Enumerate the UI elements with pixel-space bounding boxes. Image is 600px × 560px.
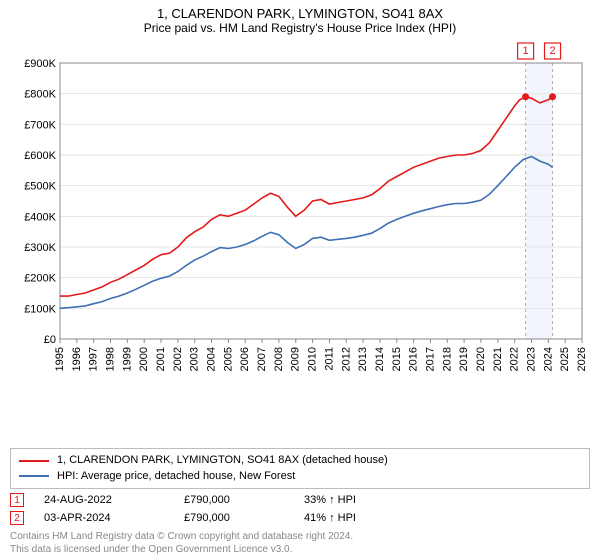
svg-text:1: 1 <box>523 45 529 57</box>
sale-price: £790,000 <box>184 512 294 524</box>
svg-text:2005: 2005 <box>222 347 234 371</box>
svg-text:2011: 2011 <box>323 347 335 371</box>
svg-text:£0: £0 <box>44 334 56 346</box>
svg-text:2007: 2007 <box>256 347 268 371</box>
svg-text:2022: 2022 <box>509 347 521 371</box>
svg-text:£600K: £600K <box>24 150 56 162</box>
svg-text:£800K: £800K <box>24 89 56 101</box>
svg-text:2018: 2018 <box>441 347 453 371</box>
svg-text:2020: 2020 <box>475 347 487 371</box>
svg-text:2000: 2000 <box>138 347 150 371</box>
chart: £0 £100K £200K £300K £400K £500K £600K £700K £80… <box>10 39 590 442</box>
sale-row: 1 24-AUG-2022 £790,000 33% ↑ HPI <box>10 493 590 507</box>
svg-text:£400K: £400K <box>24 211 56 223</box>
title-line2: Price paid vs. HM Land Registry's House … <box>10 21 590 35</box>
sale-vs-hpi: 33% ↑ HPI <box>304 494 434 506</box>
footer-note: Contains HM Land Registry data © Crown c… <box>10 531 590 556</box>
svg-text:2012: 2012 <box>340 347 352 371</box>
svg-text:2023: 2023 <box>525 347 537 371</box>
svg-text:£700K: £700K <box>24 119 56 131</box>
svg-text:2008: 2008 <box>273 347 285 371</box>
svg-text:2009: 2009 <box>290 347 302 371</box>
legend-item: HPI: Average price, detached house, New … <box>19 469 581 484</box>
sale-date: 03-APR-2024 <box>44 512 174 524</box>
sale-date: 24-AUG-2022 <box>44 494 174 506</box>
svg-text:2003: 2003 <box>189 347 201 371</box>
sale-vs-hpi: 41% ↑ HPI <box>304 512 434 524</box>
svg-text:2002: 2002 <box>172 347 184 371</box>
svg-text:2016: 2016 <box>408 347 420 371</box>
svg-text:1999: 1999 <box>121 347 133 371</box>
legend-item: 1, CLARENDON PARK, LYMINGTON, SO41 8AX (… <box>19 453 581 468</box>
svg-text:2026: 2026 <box>576 347 588 371</box>
svg-text:2010: 2010 <box>307 347 319 371</box>
svg-text:£900K: £900K <box>24 58 56 70</box>
svg-text:£100K: £100K <box>24 303 56 315</box>
svg-text:2019: 2019 <box>458 347 470 371</box>
legend-label: 1, CLARENDON PARK, LYMINGTON, SO41 8AX (… <box>57 453 388 468</box>
sale-marker-icon: 1 <box>10 493 24 507</box>
svg-text:2015: 2015 <box>391 347 403 371</box>
legend-label: HPI: Average price, detached house, New … <box>57 469 295 484</box>
svg-text:£500K: £500K <box>24 181 56 193</box>
svg-text:2017: 2017 <box>424 347 436 371</box>
svg-text:1996: 1996 <box>71 347 83 371</box>
sale-marker-icon: 2 <box>10 511 24 525</box>
svg-text:2001: 2001 <box>155 347 167 371</box>
svg-text:2013: 2013 <box>357 347 369 371</box>
legend-swatch <box>19 475 49 477</box>
svg-text:2025: 2025 <box>559 347 571 371</box>
svg-text:2021: 2021 <box>492 347 504 371</box>
svg-text:£200K: £200K <box>24 273 56 285</box>
svg-text:2: 2 <box>549 45 555 57</box>
legend-swatch <box>19 460 49 462</box>
legend: 1, CLARENDON PARK, LYMINGTON, SO41 8AX (… <box>10 448 590 489</box>
svg-text:2024: 2024 <box>542 347 554 371</box>
svg-text:2006: 2006 <box>239 347 251 371</box>
svg-text:2014: 2014 <box>374 347 386 371</box>
svg-text:1997: 1997 <box>88 347 100 371</box>
svg-text:2004: 2004 <box>206 347 218 371</box>
sale-row: 2 03-APR-2024 £790,000 41% ↑ HPI <box>10 511 590 525</box>
title-line1: 1, CLARENDON PARK, LYMINGTON, SO41 8AX <box>10 6 590 21</box>
sale-price: £790,000 <box>184 494 294 506</box>
svg-text:£300K: £300K <box>24 242 56 254</box>
svg-text:1995: 1995 <box>54 347 66 371</box>
svg-text:1998: 1998 <box>105 347 117 371</box>
